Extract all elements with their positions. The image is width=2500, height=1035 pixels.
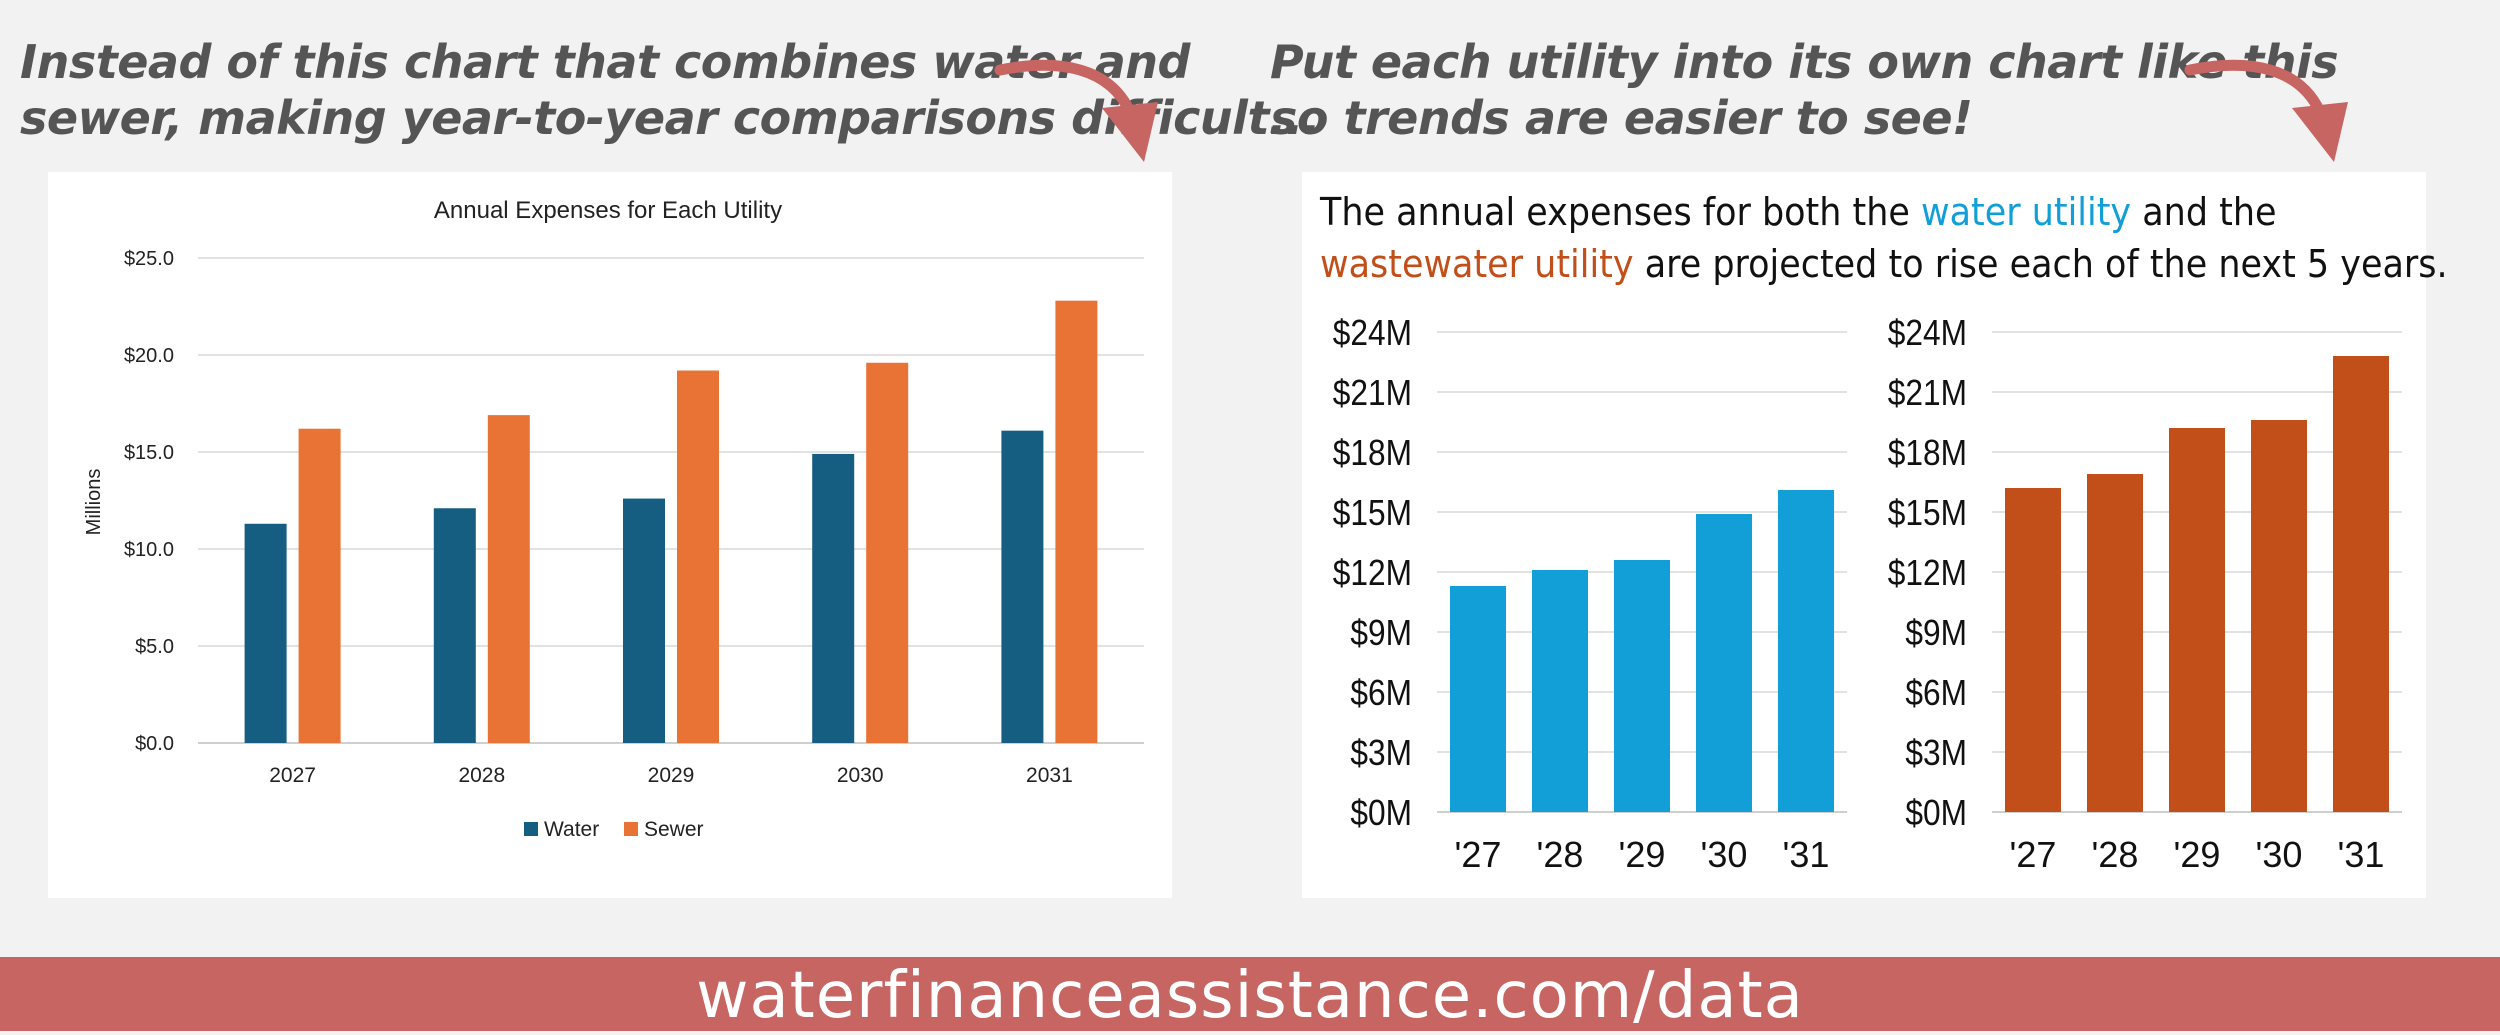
x-tick-label: '28 bbox=[2092, 834, 2139, 875]
headline-text-2: and the bbox=[2131, 190, 2277, 234]
y-tick-label: $6M bbox=[1905, 673, 1967, 713]
y-tick-label: $20.0 bbox=[124, 345, 174, 367]
y-axis-label: Millions bbox=[83, 469, 105, 536]
y-tick-label: $3M bbox=[1905, 733, 1967, 773]
water-bar-chart: $0M $3M $6M $9M $12M $15M $18M $21M $24M '27 '28 '2… bbox=[1333, 313, 1847, 875]
y-tick-label: $12M bbox=[1333, 553, 1412, 593]
x-tick-label: 2028 bbox=[458, 764, 505, 787]
x-tick-label: '29 bbox=[1619, 834, 1666, 875]
x-tick-label: '28 bbox=[1537, 834, 1584, 875]
split-charts-panel: The annual expenses for both the water u… bbox=[1302, 172, 2448, 898]
bar-sewer-2030 bbox=[866, 362, 909, 743]
y-tick-label: $6M bbox=[1350, 673, 1412, 713]
y-tick-label: $24M bbox=[1888, 313, 1967, 353]
x-tick-label: '27 bbox=[2010, 834, 2057, 875]
water-bar-3 bbox=[1696, 514, 1752, 812]
sewer-bar-chart: $0M $3M $6M $9M $12M $15M $18M $21M $24M '27 '28 '2… bbox=[1888, 313, 2402, 875]
legend-swatch-sewer bbox=[624, 822, 638, 836]
x-tick-label: '30 bbox=[1701, 834, 1748, 875]
y-tick-label: $21M bbox=[1333, 373, 1412, 413]
y-tick-label: $18M bbox=[1888, 433, 1967, 473]
y-tick-label: $10.0 bbox=[124, 539, 174, 561]
y-tick-label: $15M bbox=[1333, 493, 1412, 533]
x-tick-label: '31 bbox=[1783, 834, 1830, 875]
headline-water-utility: water utility bbox=[1921, 190, 2132, 234]
x-tick-label: '31 bbox=[2338, 834, 2385, 875]
x-tick-label: 2027 bbox=[269, 764, 316, 787]
water-bar-4 bbox=[1778, 490, 1834, 812]
y-tick-label: $0.0 bbox=[135, 733, 174, 755]
water-bar-1 bbox=[1532, 570, 1588, 812]
x-tick-label: '27 bbox=[1455, 834, 1502, 875]
combined-chart-panel: Annual Expenses for Each Utility $0.0 $5.0… bbox=[48, 172, 1172, 898]
water-bar-0 bbox=[1450, 586, 1506, 812]
footer-url[interactable]: waterfinanceassistance.com/data bbox=[696, 959, 1804, 1033]
right-caption-line-2: so trends are easier to see! bbox=[1270, 91, 1973, 145]
bar-water-2027 bbox=[244, 523, 287, 743]
chart-title: Annual Expenses for Each Utility bbox=[434, 197, 782, 224]
right-curved-arrow-icon bbox=[2184, 59, 2348, 162]
right-caption: Put each utility into its own chart like… bbox=[1270, 34, 2339, 146]
bar-water-2030 bbox=[812, 453, 855, 743]
y-tick-label: $9M bbox=[1350, 613, 1412, 653]
y-tick-label: $12M bbox=[1888, 553, 1967, 593]
headline-wastewater-utility: wastewater utility bbox=[1320, 242, 1634, 286]
y-tick-label: $0M bbox=[1905, 793, 1967, 833]
y-tick-label: $18M bbox=[1333, 433, 1412, 473]
y-tick-label: $21M bbox=[1888, 373, 1967, 413]
bar-sewer-2028 bbox=[487, 415, 530, 743]
right-caption-line-1: Put each utility into its own chart like… bbox=[1270, 35, 2339, 89]
split-chart-headline: The annual expenses for both the water u… bbox=[1320, 186, 2448, 290]
water-bar-2 bbox=[1614, 560, 1670, 812]
left-curved-arrow-icon bbox=[994, 59, 1158, 162]
bar-sewer-2029 bbox=[677, 370, 719, 743]
sewer-bar-0 bbox=[2005, 488, 2061, 812]
combined-bar-chart: Annual Expenses for Each Utility $0.0 $5.0… bbox=[83, 197, 1144, 841]
bar-sewer-2031 bbox=[1055, 300, 1098, 743]
left-caption: Instead of this chart that combines wate… bbox=[20, 34, 1320, 146]
sewer-bar-3 bbox=[2251, 420, 2307, 812]
x-tick-label: '29 bbox=[2174, 834, 2221, 875]
legend-label-sewer: Sewer bbox=[644, 818, 704, 841]
sewer-bar-2 bbox=[2169, 428, 2225, 812]
sewer-bar-1 bbox=[2087, 474, 2143, 812]
x-tick-label: 2029 bbox=[648, 764, 695, 787]
y-tick-label: $24M bbox=[1333, 313, 1412, 353]
headline-text-1: The annual expenses for both the bbox=[1320, 190, 1922, 234]
footer-banner: waterfinanceassistance.com/data bbox=[0, 957, 2500, 1033]
headline-text-3: are projected to rise each of the next 5… bbox=[1633, 242, 2448, 286]
bar-sewer-2027 bbox=[298, 428, 341, 743]
legend-label-water: Water bbox=[544, 818, 599, 841]
left-caption-line-2: sewer, making year-to-year comparisons d… bbox=[20, 91, 1320, 145]
bar-water-2029 bbox=[623, 498, 665, 743]
left-caption-line-1: Instead of this chart that combines wate… bbox=[20, 35, 1190, 89]
y-tick-label: $15M bbox=[1888, 493, 1967, 533]
bar-water-2028 bbox=[433, 508, 476, 743]
x-tick-label: '30 bbox=[2256, 834, 2303, 875]
x-tick-label: 2030 bbox=[837, 764, 884, 787]
y-tick-label: $3M bbox=[1350, 733, 1412, 773]
legend-swatch-water bbox=[524, 822, 538, 836]
y-tick-label: $25.0 bbox=[124, 248, 174, 270]
y-tick-label: $15.0 bbox=[124, 442, 174, 464]
y-tick-label: $9M bbox=[1905, 613, 1967, 653]
y-tick-label: $0M bbox=[1350, 793, 1412, 833]
x-tick-label: 2031 bbox=[1026, 764, 1073, 787]
bar-water-2031 bbox=[1001, 430, 1044, 743]
y-tick-label: $5.0 bbox=[135, 636, 174, 658]
sewer-bar-4 bbox=[2333, 356, 2389, 812]
